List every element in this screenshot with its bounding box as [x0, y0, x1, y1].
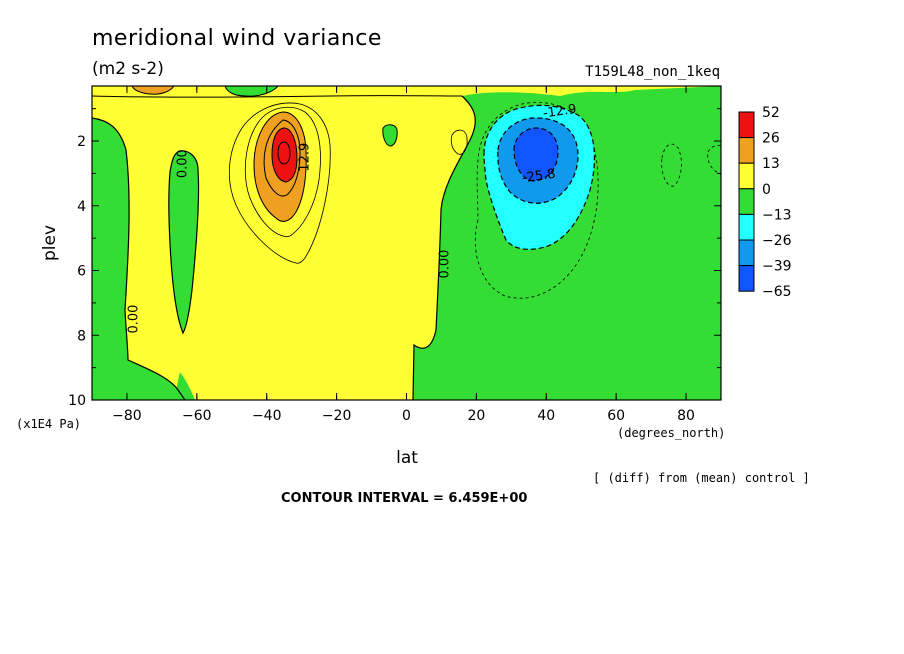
plot-area: 0.00 0.00 12.9 0.00 -12.9 -25.8 −80 −60 −40 −20 0…: [68, 85, 722, 424]
colorbar-swatch: [738, 188, 755, 215]
y-tick-label: 2: [77, 134, 86, 150]
experiment-label: T159L48_non_1keq: [585, 64, 720, 80]
colorbar-swatch: [738, 239, 755, 267]
negative-contour-small-dashed: [661, 143, 682, 187]
contour-labels: 0.00 0.00 12.9 0.00 -12.9 -25.8: [126, 102, 577, 334]
zero-contour-west: [92, 117, 186, 400]
colorbar: 52 26 13 0 −13 −26 −39 −65: [738, 105, 792, 300]
positive-contour-mid: [244, 106, 321, 238]
colorbar-label: 26: [762, 131, 780, 147]
colorbar-swatch: [738, 213, 755, 241]
y-axis-ticks: 2 4 6 8 10: [68, 108, 721, 409]
colorbar-label: 52: [762, 105, 780, 121]
y-axis-label: plev: [40, 225, 60, 261]
positive-contour-outer: [228, 102, 331, 264]
colorbar-swatch: [738, 111, 755, 139]
x-tick-label: 80: [677, 408, 695, 424]
y-tick-label: 10: [68, 393, 86, 409]
x-axis-units: (degrees_north): [617, 426, 725, 440]
colorbar-swatch: [738, 137, 755, 164]
zero-contour-small: [382, 124, 398, 147]
negative-region-southwest: [92, 118, 185, 400]
colorbar-label: 13: [762, 156, 780, 172]
y-axis-units: (x1E4 Pa): [16, 417, 81, 431]
positive-region-level52: [271, 127, 298, 183]
diff-note: [ (diff) from (mean) control ]: [593, 471, 810, 485]
positive-region-top: [131, 86, 175, 95]
colorbar-label: −39: [762, 259, 792, 275]
x-axis-label: lat: [396, 448, 418, 468]
colorbar-label: −65: [762, 284, 792, 300]
contour-interval: CONTOUR INTERVAL = 6.459E+00: [281, 491, 527, 506]
contour-label: -12.9: [542, 102, 577, 122]
x-tick-label: −40: [252, 408, 282, 424]
x-tick-label: 0: [402, 408, 411, 424]
negative-region-level39: [513, 127, 559, 182]
contour-label: -25.8: [521, 167, 556, 187]
zero-contour-east: [412, 95, 476, 400]
zero-contour-topline: [92, 95, 463, 98]
contour-label: 0.00: [175, 149, 190, 178]
x-tick-label: 40: [537, 408, 555, 424]
negative-region-small: [382, 124, 398, 146]
colorbar-label: 0: [762, 182, 771, 198]
colorbar-label: −13: [762, 207, 792, 223]
negative-region-south-tongue: [168, 150, 199, 333]
x-tick-label: −60: [182, 408, 212, 424]
filled-contours: [92, 86, 721, 400]
x-tick-label: 20: [467, 408, 485, 424]
x-tick-label: 60: [607, 408, 625, 424]
x-tick-label: −20: [322, 408, 352, 424]
x-tick-label: −80: [112, 408, 142, 424]
colorbar-swatch: [738, 265, 755, 292]
chart-title: meridional wind variance: [92, 26, 382, 51]
negative-contour-edge-dashed: [707, 145, 721, 175]
contour-label: 0.00: [126, 305, 141, 334]
positive-contour-center: [277, 141, 291, 165]
contour-label: 12.9: [298, 143, 313, 172]
chart-units: (m2 s-2): [92, 59, 164, 79]
y-tick-label: 4: [77, 199, 86, 215]
zero-contour-tongue: [168, 150, 200, 335]
colorbar-swatch: [738, 162, 755, 190]
zero-contour-top: [224, 86, 279, 97]
y-tick-label: 8: [77, 328, 86, 344]
colorbar-label: −26: [762, 233, 792, 249]
contour-label: 0.00: [437, 250, 452, 279]
x-axis-ticks: −80 −60 −40 −20 0 20 40 60 80: [112, 86, 695, 424]
positive-contour-level26: [263, 119, 301, 197]
y-tick-label: 6: [77, 264, 86, 280]
